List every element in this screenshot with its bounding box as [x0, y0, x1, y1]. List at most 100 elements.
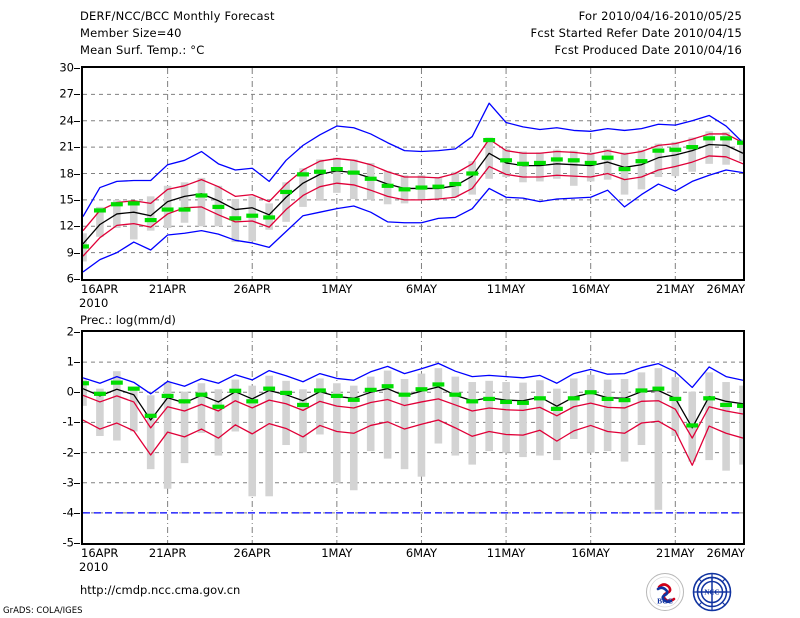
climatology-dash: [330, 167, 343, 172]
spread-bar: [197, 177, 206, 227]
spread-bar: [603, 379, 612, 452]
spread-bar: [265, 375, 273, 497]
climatology-dash: [737, 140, 743, 145]
series-line: [83, 155, 743, 257]
climatology-dash: [720, 136, 733, 141]
spread-bar: [485, 380, 493, 452]
climatology-dash: [517, 161, 529, 166]
climatology-dash: [567, 396, 580, 401]
spread-bar: [722, 382, 730, 471]
temperature-plot-svg: [83, 68, 743, 279]
climatology-dash: [652, 386, 665, 391]
spread-bar: [366, 162, 375, 200]
spread-bar: [603, 148, 612, 180]
y-axis-tick-mark: [74, 482, 80, 484]
y-axis-tick-mark: [74, 252, 80, 254]
climatology-dash: [500, 399, 513, 405]
climatology-dash: [110, 202, 123, 207]
spread-bar: [705, 131, 713, 164]
series-line: [83, 386, 743, 429]
spread-bar: [299, 168, 307, 207]
spread-bar: [536, 380, 544, 456]
climatology-dash: [669, 396, 682, 402]
temperature-x-axis: 16APR 21APR 26APR 1MAY 6MAY 11MAY 16MAY 21MAY 26…: [79, 282, 745, 313]
climatology-dash: [635, 388, 648, 393]
header-left-block: DERF/NCC/BCC Monthly Forecast Member Siz…: [80, 8, 275, 59]
precipitation-plot-svg: [83, 332, 743, 543]
spread-bar: [333, 157, 341, 193]
climatology-dash: [550, 157, 563, 162]
climatology-dash: [737, 403, 743, 408]
series-line: [83, 143, 743, 245]
climatology-dash: [178, 207, 191, 212]
climatology-dash: [398, 392, 411, 397]
series-line: [83, 419, 743, 466]
y-axis-tick-mark: [74, 512, 80, 514]
climatology-dash: [144, 413, 157, 418]
y-axis-tick-mark: [74, 422, 80, 424]
x-axis-tick-label: 11MAY: [486, 282, 526, 296]
climatology-dash: [449, 392, 462, 397]
spread-bar: [163, 382, 172, 489]
y-axis-tick-label: 15: [59, 192, 74, 207]
spread-bar: [197, 383, 206, 433]
y-axis-tick-mark: [74, 94, 80, 96]
spread-bar: [400, 379, 409, 470]
climatology-dash: [364, 176, 377, 181]
x-axis-tick-label: 6MAY: [405, 546, 438, 560]
y-axis-tick-mark: [74, 279, 80, 280]
page-title: DERF/NCC/BCC Monthly Forecast: [80, 9, 275, 23]
y-axis-tick-mark: [74, 392, 80, 394]
spread-bar: [231, 379, 240, 432]
spread-bar: [739, 385, 743, 465]
climatology-dash: [415, 387, 428, 392]
climatology-dash: [398, 187, 411, 192]
temperature-y-axis: 6 9 12 15 18 21 24 27 30: [0, 62, 80, 284]
spread-bar: [739, 139, 743, 162]
spread-bar: [586, 152, 595, 182]
climatology-dash: [550, 406, 563, 411]
logo-group: BCC NCC: [645, 572, 750, 612]
y-axis-tick-mark: [74, 452, 80, 454]
climatology-dash: [500, 158, 513, 163]
forecast-start-date-label: Fcst Started Refer Date 2010/04/15: [530, 26, 742, 40]
spread-bar: [654, 368, 663, 510]
spread-bar: [637, 149, 646, 190]
climatology-dash: [313, 388, 326, 393]
spread-bar: [671, 141, 680, 177]
x-axis-year-label: 2010: [79, 560, 109, 574]
grads-credit: GrADS: COLA/IGES: [3, 606, 83, 616]
precipitation-axis-title: Prec.: log(mm/d): [80, 313, 176, 327]
y-axis-tick-mark: [74, 543, 80, 544]
spread-bar: [282, 380, 290, 446]
climatology-dash: [720, 402, 733, 408]
spread-bar: [349, 159, 358, 199]
y-axis-tick-label: 2: [66, 324, 74, 339]
climatology-dash: [347, 170, 360, 175]
spread-bar: [502, 382, 510, 453]
x-axis-tick-label: 21APR: [148, 282, 187, 296]
spread-bar: [468, 161, 477, 195]
climatology-dash: [93, 391, 106, 396]
x-axis-tick-label: 16APR: [81, 546, 119, 560]
x-axis-tick-label: 6MAY: [405, 282, 438, 296]
website-url[interactable]: http://cmdp.ncc.cma.gov.cn: [80, 583, 241, 597]
spread-bar: [214, 389, 223, 456]
y-axis-tick-mark: [74, 362, 80, 364]
climatology-dash: [347, 397, 360, 402]
climatology-dash: [178, 399, 191, 404]
spread-bar: [299, 389, 307, 453]
precipitation-y-axis: -5 -4 -3 -2 -1 0 1 2: [0, 326, 80, 548]
y-axis-tick-label: -4: [62, 505, 74, 520]
y-axis-tick-label: 24: [59, 113, 74, 127]
svg-text:NCC: NCC: [704, 589, 719, 597]
spread-bar: [705, 372, 713, 461]
member-size-label: Member Size=40: [80, 26, 182, 40]
climatology-dash: [618, 167, 631, 172]
climatology-dash: [567, 158, 580, 163]
spread-bar: [248, 196, 257, 242]
y-axis-tick-mark: [74, 199, 80, 201]
climatology-dash: [703, 396, 716, 401]
spread-bar: [282, 182, 290, 222]
